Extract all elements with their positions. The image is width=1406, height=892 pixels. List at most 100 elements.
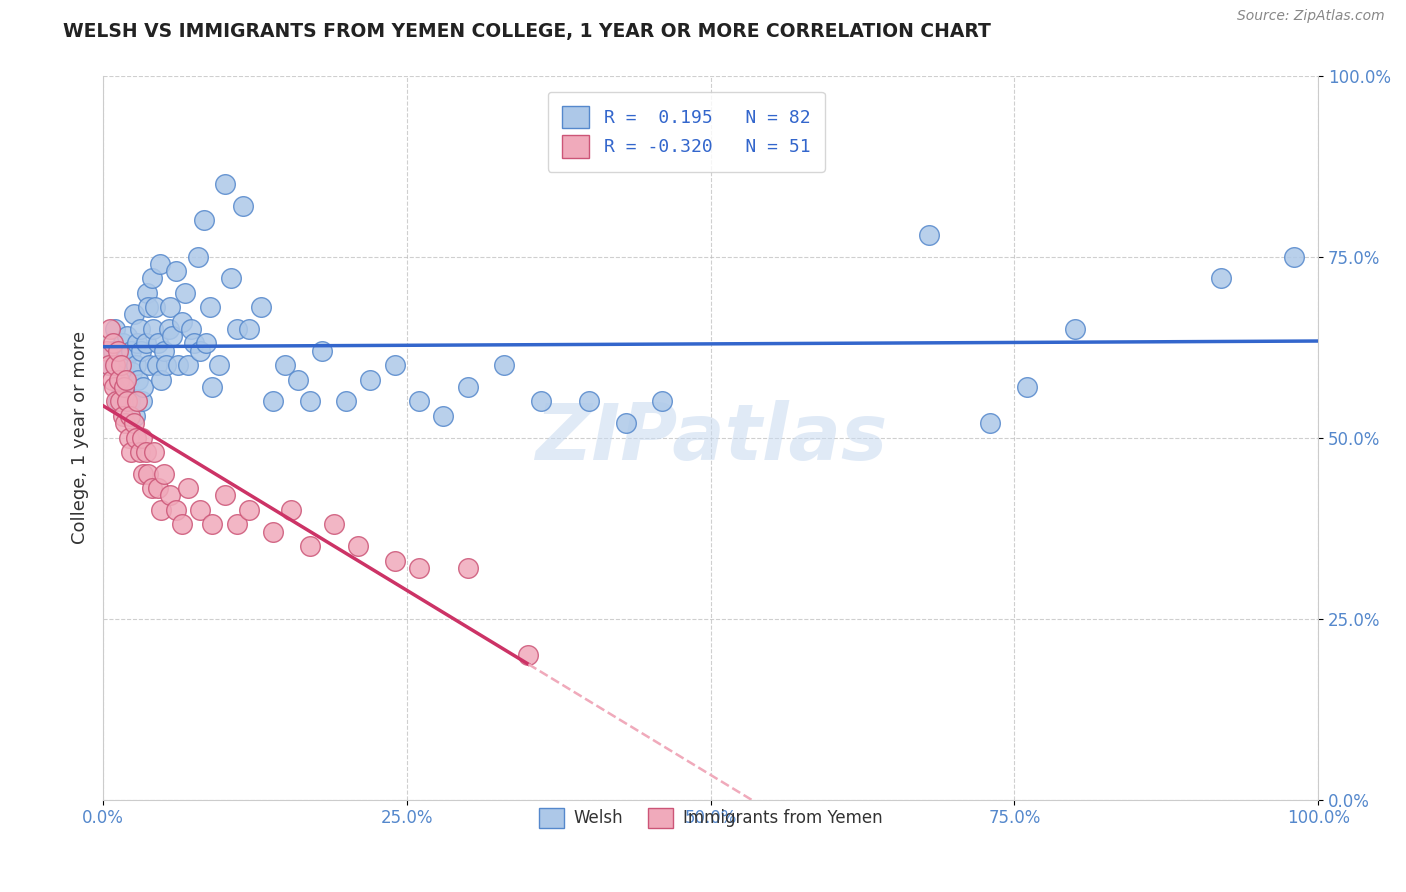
Point (287, 373, 309, 387)
Point (120, 445, 142, 459)
Point (103, 380, 125, 394)
Point (131, 430, 153, 444)
Point (359, 373, 381, 387)
Text: WELSH VS IMMIGRANTS FROM YEMEN COLLEGE, 1 YEAR OR MORE CORRELATION CHART: WELSH VS IMMIGRANTS FROM YEMEN COLLEGE, … (63, 22, 991, 41)
Point (335, 394, 357, 409)
Point (201, 517, 224, 532)
Point (107, 343, 129, 358)
Point (136, 300, 159, 314)
Point (108, 373, 131, 387)
Point (104, 322, 127, 336)
Point (1064, 322, 1087, 336)
Point (118, 394, 141, 409)
Point (207, 358, 229, 372)
Point (111, 409, 134, 423)
Legend: Welsh, Immigrants from Yemen: Welsh, Immigrants from Yemen (531, 801, 890, 835)
Point (107, 394, 129, 409)
Point (153, 467, 176, 481)
Point (195, 336, 218, 351)
Point (127, 373, 149, 387)
Point (100, 373, 122, 387)
Point (651, 394, 673, 409)
Point (101, 343, 124, 358)
Point (150, 503, 173, 517)
Point (614, 416, 637, 430)
Point (214, 488, 236, 502)
Point (578, 394, 600, 409)
Point (127, 394, 149, 409)
Point (298, 539, 321, 553)
Point (135, 336, 157, 351)
Point (165, 503, 187, 517)
Point (146, 336, 169, 351)
Point (225, 322, 247, 336)
Point (238, 503, 260, 517)
Point (110, 358, 132, 372)
Point (108, 394, 131, 409)
Point (183, 336, 205, 351)
Point (201, 380, 224, 394)
Point (219, 271, 242, 285)
Point (157, 322, 180, 336)
Point (146, 481, 169, 495)
Point (494, 358, 516, 372)
Point (155, 358, 177, 372)
Point (114, 416, 136, 430)
Point (135, 445, 157, 459)
Point (150, 373, 173, 387)
Point (347, 539, 370, 553)
Point (159, 488, 181, 502)
Point (115, 351, 138, 365)
Point (112, 358, 135, 372)
Point (408, 561, 430, 575)
Point (131, 394, 153, 409)
Point (1015, 380, 1038, 394)
Point (280, 503, 302, 517)
Point (108, 373, 131, 387)
Point (529, 394, 551, 409)
Point (127, 336, 149, 351)
Point (138, 358, 160, 372)
Point (153, 343, 176, 358)
Point (225, 517, 247, 532)
Point (193, 213, 215, 227)
Point (117, 430, 139, 444)
Point (1282, 250, 1305, 264)
Point (100, 322, 122, 336)
Y-axis label: College, 1 year or more: College, 1 year or more (72, 331, 89, 544)
Text: ZIPatlas: ZIPatlas (534, 400, 887, 475)
Point (149, 257, 172, 271)
Point (214, 177, 236, 191)
Point (162, 329, 184, 343)
Point (125, 430, 148, 444)
Point (141, 481, 163, 495)
Point (198, 300, 221, 314)
Point (118, 409, 141, 423)
Point (1209, 271, 1232, 285)
Point (105, 394, 128, 409)
Point (262, 394, 284, 409)
Point (117, 373, 139, 387)
Point (238, 322, 260, 336)
Point (115, 373, 138, 387)
Point (159, 300, 181, 314)
Point (188, 343, 211, 358)
Point (132, 467, 155, 481)
Point (101, 336, 124, 351)
Point (125, 358, 148, 372)
Point (311, 343, 333, 358)
Point (408, 394, 430, 409)
Point (145, 300, 167, 314)
Point (298, 394, 321, 409)
Point (165, 264, 187, 278)
Point (172, 517, 194, 532)
Point (129, 343, 152, 358)
Point (104, 358, 127, 372)
Point (177, 481, 200, 495)
Point (112, 380, 135, 394)
Point (141, 271, 163, 285)
Point (180, 322, 202, 336)
Point (250, 300, 273, 314)
Point (96, 343, 118, 358)
Point (274, 358, 297, 372)
